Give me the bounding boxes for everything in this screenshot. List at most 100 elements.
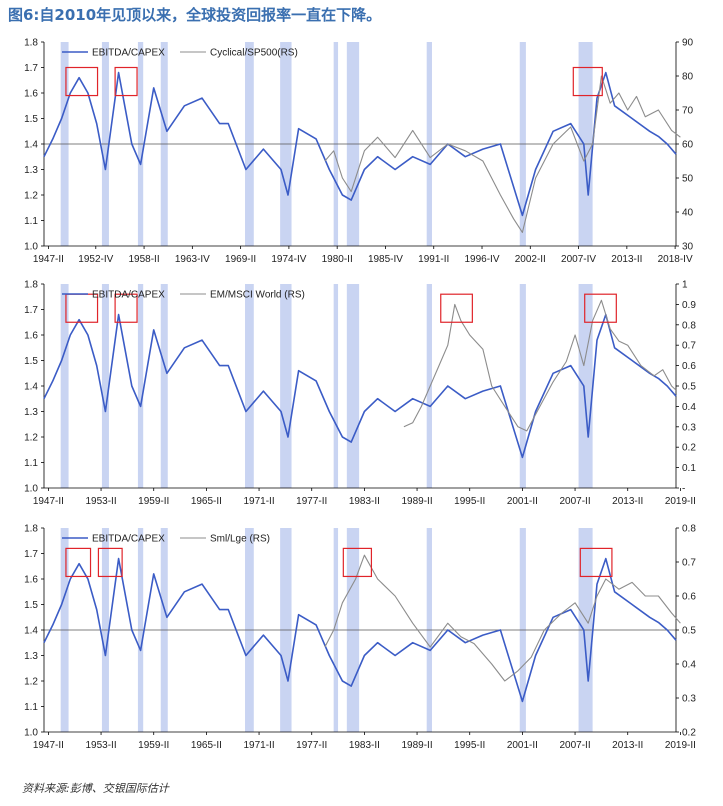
y-tick-label-right: - bbox=[682, 484, 685, 495]
y-tick-label-right: 50 bbox=[682, 174, 694, 185]
x-tick-label: 1985-IV bbox=[368, 254, 403, 265]
y-tick-label-right: 0.4 bbox=[682, 660, 696, 671]
x-tick-label: 1983-II bbox=[349, 740, 380, 751]
legend-label-primary: EBITDA/CAPEX bbox=[92, 48, 165, 59]
y-tick-label-left: 1.0 bbox=[24, 484, 38, 495]
y-tick-label-left: 1.8 bbox=[24, 280, 38, 291]
y-tick-label-right: 80 bbox=[682, 72, 694, 83]
y-tick-label-left: 1.4 bbox=[24, 382, 38, 393]
y-tick-label-left: 1.3 bbox=[24, 651, 38, 662]
series-line-secondary bbox=[324, 554, 681, 682]
y-tick-label-left: 1.2 bbox=[24, 677, 38, 688]
y-tick-label-left: 1.5 bbox=[24, 600, 38, 611]
series-line-primary bbox=[43, 313, 677, 459]
y-tick-label-right: 90 bbox=[682, 38, 694, 49]
recession-band bbox=[519, 284, 526, 488]
x-tick-label: 1952-IV bbox=[78, 254, 113, 265]
x-tick-label: 1959-II bbox=[138, 740, 169, 751]
legend-label-primary: EBITDA/CAPEX bbox=[92, 534, 165, 545]
highlight-box bbox=[440, 293, 473, 323]
figure-title: 图6:自2010年见顶以来，全球投资回报率一直在下降。 bbox=[8, 6, 382, 24]
x-tick-label: 1977-II bbox=[296, 496, 327, 507]
y-tick-label-left: 1.6 bbox=[24, 89, 38, 100]
x-tick-label: 2001-II bbox=[507, 740, 538, 751]
x-tick-label: 1947-II bbox=[33, 254, 64, 265]
recession-band bbox=[578, 284, 593, 488]
recession-band bbox=[346, 284, 360, 488]
y-tick-label-right: 70 bbox=[682, 106, 694, 117]
y-tick-label-right: 60 bbox=[682, 140, 694, 151]
chart-sml-lge: 1.0 1.1 1.2 1.3 1.4 1.5 1.6 1.7 1.8 0.2 0.3 0.4 0.5 0… bbox=[24, 524, 696, 752]
y-tick-label-left: 1.1 bbox=[24, 458, 38, 469]
highlight-box bbox=[572, 66, 603, 97]
x-tick-label: 1991-II bbox=[418, 254, 449, 265]
y-tick-label-left: 1.5 bbox=[24, 114, 38, 125]
y-tick-label-left: 1.2 bbox=[24, 433, 38, 444]
x-tick-label: 1977-II bbox=[296, 740, 327, 751]
y-tick-label-left: 1.4 bbox=[24, 140, 38, 151]
x-tick-label: 1953-II bbox=[85, 740, 116, 751]
chart-cyclical-sp500: 1.0 1.1 1.2 1.3 1.4 1.5 1.6 1.7 1.8 30 40 50 60 70 80 9… bbox=[24, 38, 694, 266]
y-tick-label-right: 0.2 bbox=[682, 728, 696, 739]
highlight-box bbox=[65, 66, 99, 97]
x-tick-label: 1971-II bbox=[243, 740, 274, 751]
y-tick-label-right: 40 bbox=[682, 208, 694, 219]
x-tick-label: 1995-II bbox=[454, 496, 485, 507]
x-tick-label: 1971-II bbox=[243, 496, 274, 507]
x-tick-label: 2002-II bbox=[515, 254, 546, 265]
x-tick-label: 1958-II bbox=[128, 254, 159, 265]
x-tick-label: 2013-II bbox=[612, 740, 643, 751]
x-tick-label: 2001-II bbox=[507, 496, 538, 507]
x-tick-label: 2007-II bbox=[559, 496, 590, 507]
y-tick-label-right: 0.2 bbox=[682, 443, 696, 454]
y-tick-label-right: 0.6 bbox=[682, 361, 696, 372]
x-tick-label: 2007-IV bbox=[561, 254, 596, 265]
source-note: 资料来源:彭博、交银国际估计 bbox=[22, 782, 169, 795]
y-tick-label-right: 1 bbox=[682, 280, 688, 291]
x-tick-label: 1969-II bbox=[225, 254, 256, 265]
highlight-box bbox=[97, 547, 123, 578]
x-tick-label: 1995-II bbox=[454, 740, 485, 751]
y-tick-label-right: 0.4 bbox=[682, 402, 696, 413]
x-tick-label: 1996-IV bbox=[464, 254, 499, 265]
y-tick-label-left: 1.7 bbox=[24, 63, 38, 74]
y-tick-label-left: 1.7 bbox=[24, 549, 38, 560]
legend-label-secondary: EM/MSCI World (RS) bbox=[210, 290, 305, 301]
y-tick-label-right: 30 bbox=[682, 242, 694, 253]
recession-band bbox=[101, 284, 109, 488]
x-tick-label: 2007-II bbox=[559, 740, 590, 751]
y-tick-label-left: 1.3 bbox=[24, 165, 38, 176]
legend-label-secondary: Cyclical/SP500(RS) bbox=[210, 48, 298, 59]
x-tick-label: 1953-II bbox=[85, 496, 116, 507]
y-tick-label-right: 0.7 bbox=[682, 558, 696, 569]
x-tick-label: 1989-II bbox=[401, 496, 432, 507]
highlight-box bbox=[114, 66, 138, 97]
series-line-primary bbox=[43, 71, 677, 217]
y-tick-label-left: 1.4 bbox=[24, 626, 38, 637]
y-tick-label-right: 0.5 bbox=[682, 382, 696, 393]
x-tick-label: 1965-II bbox=[191, 740, 222, 751]
x-tick-label: 1983-II bbox=[349, 496, 380, 507]
y-tick-label-right: 0.3 bbox=[682, 422, 696, 433]
y-tick-label-right: 0.3 bbox=[682, 694, 696, 705]
y-tick-label-right: 0.6 bbox=[682, 592, 696, 603]
chart-em-msci-world: 1.0 1.1 1.2 1.3 1.4 1.5 1.6 1.7 1.8 - 0.1 0.2 0.3 0.4… bbox=[24, 280, 696, 508]
highlight-box bbox=[584, 293, 617, 323]
x-tick-label: 2013-II bbox=[611, 254, 642, 265]
y-tick-label-left: 1.5 bbox=[24, 356, 38, 367]
y-tick-label-right: 0.1 bbox=[682, 463, 696, 474]
y-tick-label-left: 1.8 bbox=[24, 38, 38, 49]
recession-band bbox=[280, 284, 292, 488]
x-tick-label: 2019-II bbox=[665, 740, 696, 751]
x-tick-label: 2018-IV bbox=[658, 254, 693, 265]
highlight-box bbox=[342, 547, 373, 578]
x-tick-label: 2013-II bbox=[612, 496, 643, 507]
x-tick-label: 1947-II bbox=[33, 740, 64, 751]
y-tick-label-left: 1.7 bbox=[24, 305, 38, 316]
y-tick-label-left: 1.0 bbox=[24, 242, 38, 253]
y-tick-label-right: 0.8 bbox=[682, 320, 696, 331]
x-tick-label: 2019-II bbox=[665, 496, 696, 507]
y-tick-label-left: 1.1 bbox=[24, 216, 38, 227]
y-tick-label-right: 0.5 bbox=[682, 626, 696, 637]
recession-band bbox=[137, 284, 144, 488]
